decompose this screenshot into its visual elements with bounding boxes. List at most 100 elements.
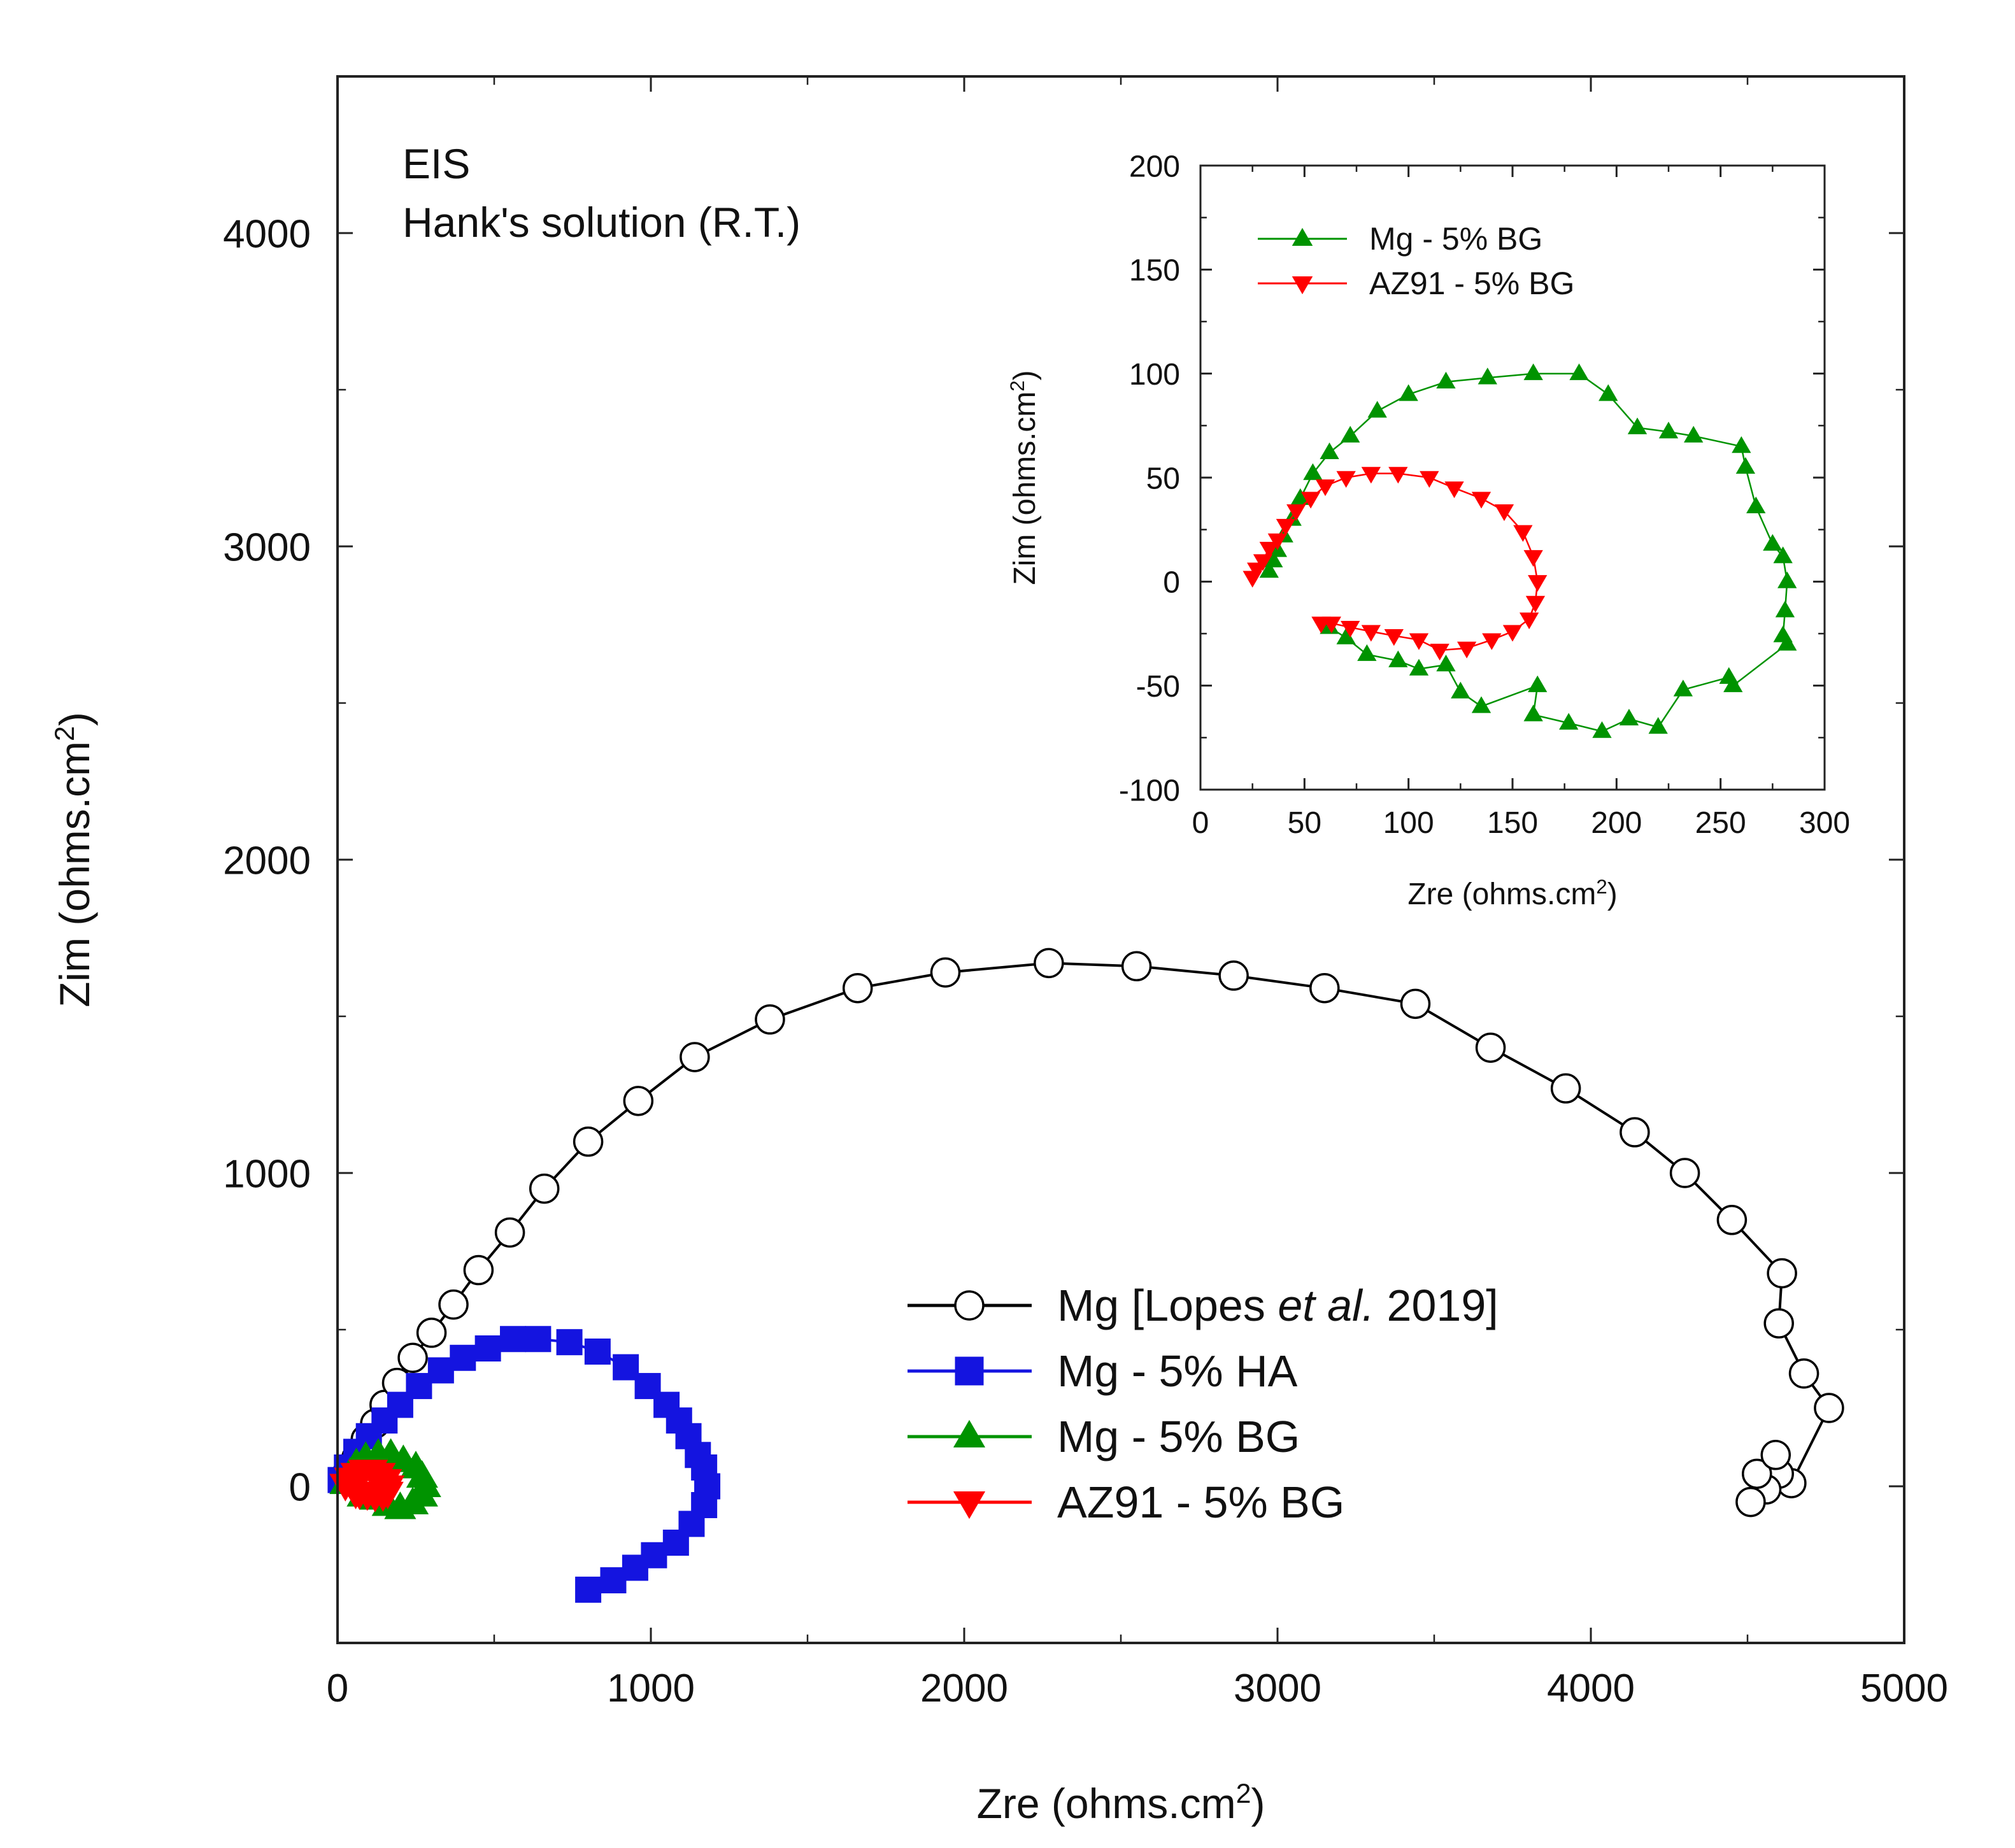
inset-data-point: [1719, 667, 1739, 684]
inset-y-tick-label: 100: [1129, 358, 1180, 392]
main-data-point: [397, 1342, 428, 1374]
main-data-point: [930, 957, 961, 988]
inset-legend-entry: Mg - 5% BG: [1258, 221, 1542, 257]
inset-data-point: [1477, 367, 1497, 385]
inset-data-point: [1471, 696, 1492, 713]
main-data-point: [573, 1127, 604, 1157]
inset-plot-frame: [1199, 164, 1826, 791]
legend-label: AZ91 - 5% BG: [1057, 1477, 1344, 1527]
inset-data-point: [1569, 363, 1589, 380]
main-data-point: [1742, 1458, 1772, 1489]
main-data-point: [463, 1255, 494, 1286]
main-x-tick-label: 1000: [607, 1667, 695, 1710]
main-series-mg-lopes-et-al-2019: [332, 948, 1844, 1517]
main-y-tick-label: 1000: [223, 1152, 311, 1196]
inset-data-point: [1267, 533, 1288, 550]
inset-data-point: [1746, 496, 1766, 513]
inset-data-point: [1777, 571, 1797, 588]
main-data-point: [600, 1567, 627, 1594]
inset-y-tick-label: 150: [1129, 254, 1180, 288]
inset-data-point: [1732, 436, 1751, 453]
inset-data-point: [1388, 467, 1408, 484]
inset-data-point: [1361, 625, 1381, 642]
main-data-point: [1034, 948, 1064, 979]
inset-data-point: [1523, 550, 1543, 567]
main-series-layer: [327, 948, 1844, 1603]
inset-series-layer: [1242, 363, 1797, 738]
main-data-point: [842, 972, 873, 1004]
inset-data-point: [1525, 595, 1546, 613]
main-data-point: [427, 1357, 454, 1384]
main-data-point: [406, 1373, 432, 1400]
inset-data-point: [1648, 717, 1668, 734]
main-y-tick-label: 3000: [223, 525, 311, 569]
main-x-tick-label: 2000: [920, 1667, 1008, 1710]
main-data-point: [1814, 1393, 1844, 1423]
inset-x-tick-label: 200: [1591, 806, 1642, 840]
inset-data-point: [1409, 658, 1429, 676]
inset-data-point: [1300, 492, 1321, 509]
inset-axis-ticks: 0 50 100 150 200 250 300 -100 -50 0 50 100 150 200: [1119, 150, 1850, 840]
legend-label: Mg - 5% BG: [1057, 1412, 1300, 1461]
main-data-point: [613, 1354, 639, 1381]
main-data-point: [556, 1329, 583, 1356]
inset-legend-entry: AZ91 - 5% BG: [1258, 266, 1574, 301]
main-data-point: [1309, 972, 1340, 1004]
inset-data-point: [1592, 721, 1612, 738]
legend-label: AZ91 - 5% BG: [1369, 266, 1574, 301]
inset-y-tick-label: 200: [1129, 150, 1180, 183]
inset-data-point: [1482, 633, 1502, 650]
inset-data-point: [1361, 467, 1381, 484]
inset-data-point: [1763, 534, 1783, 551]
legend-label: Mg - 5% BG: [1369, 221, 1542, 257]
main-data-point: [1767, 1258, 1797, 1289]
inset-data-point: [1341, 620, 1360, 638]
main-y-axis-label: Zim (ohms.cm2): [50, 712, 98, 1007]
inset-data-point: [1528, 575, 1548, 592]
inset-y-tick-label: -100: [1119, 774, 1180, 807]
inset-y-tick-label: 50: [1146, 462, 1180, 495]
inset-data-point: [1523, 704, 1543, 721]
main-x-tick-label: 4000: [1547, 1667, 1635, 1710]
main-y-tick-label: 4000: [223, 212, 311, 256]
main-x-axis-label: Zre (ohms.cm2): [977, 1779, 1265, 1827]
inset-y-tick-label: 0: [1163, 566, 1180, 600]
main-data-point: [494, 1217, 525, 1248]
main-data-point: [416, 1318, 447, 1348]
inset-legend: Mg - 5% BG AZ91 - 5% BG: [1258, 221, 1574, 301]
inset-data-point: [1336, 471, 1356, 488]
inset-data-point: [1735, 457, 1756, 474]
inset-data-point: [1320, 442, 1339, 460]
inset-data-point: [1684, 425, 1704, 443]
inset-x-tick-label: 0: [1192, 806, 1209, 840]
inset-y-tick-label: -50: [1136, 670, 1180, 704]
inset-plot-area: [1200, 166, 1825, 790]
main-data-point: [680, 1042, 710, 1072]
inset-data-point: [1502, 625, 1523, 642]
legend-marker: [1292, 227, 1313, 246]
inset-x-tick-label: 300: [1799, 806, 1850, 840]
inset-x-tick-label: 250: [1695, 806, 1746, 840]
inset-data-point: [1436, 655, 1456, 672]
inset-data-point: [1528, 675, 1548, 692]
inset-x-tick-label: 100: [1383, 806, 1434, 840]
inset-data-point: [1420, 471, 1439, 488]
main-x-tick-label: 0: [327, 1667, 348, 1710]
inset-data-point: [1775, 601, 1795, 618]
inset-data-point: [1259, 541, 1279, 559]
main-data-point: [1669, 1158, 1700, 1188]
inset-data-point: [1259, 561, 1279, 578]
main-data-point: [1550, 1073, 1581, 1104]
main-data-point: [623, 1086, 654, 1116]
inset-data-point: [1451, 681, 1470, 699]
inset-data-point: [1723, 675, 1743, 692]
main-data-point: [474, 1335, 501, 1362]
main-legend: Mg [Lopes et al. 2019] Mg - 5% HA Mg - 5% …: [908, 1281, 1499, 1527]
inset-data-point: [1673, 679, 1693, 697]
main-data-point: [450, 1344, 476, 1371]
inset-data-point: [1658, 422, 1679, 439]
legend-marker: [953, 1491, 986, 1519]
inset-data-point: [1253, 554, 1273, 571]
